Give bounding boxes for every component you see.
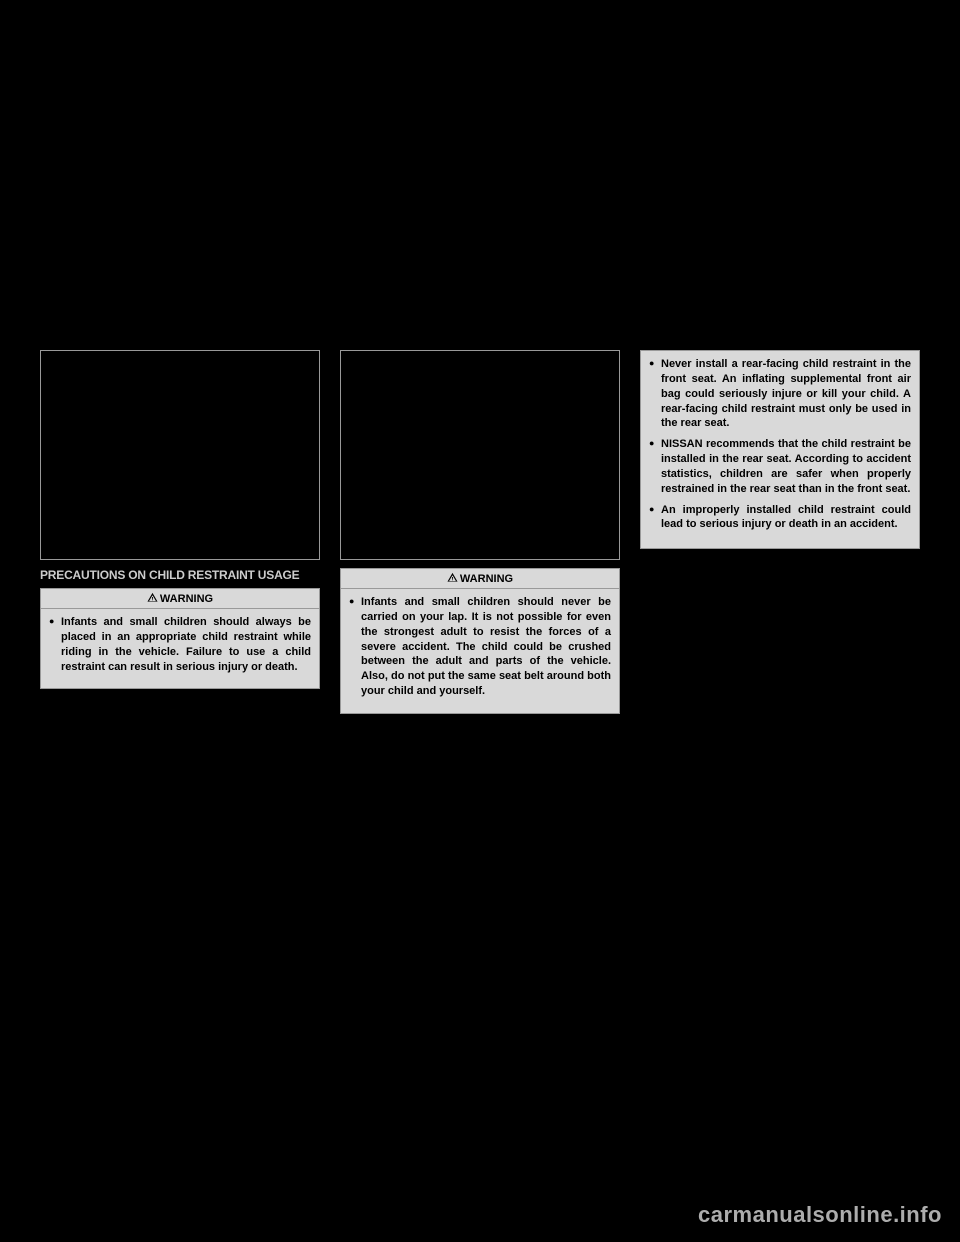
warning-box-2: WARNING Infants and small children shoul… [340, 568, 620, 714]
manual-page: PRECAUTIONS ON CHILD RESTRAINT USAGE WAR… [40, 350, 920, 714]
illustration-placeholder-1 [40, 350, 320, 560]
warning-body-2: Infants and small children should never … [341, 589, 619, 713]
column-2: WARNING Infants and small children shoul… [340, 350, 620, 714]
warning-body-1: Infants and small children should always… [41, 609, 319, 688]
warning-label: WARNING [460, 573, 513, 585]
watermark-text: carmanualsonline.info [698, 1202, 942, 1228]
warning-box-1: WARNING Infants and small children shoul… [40, 588, 320, 689]
warning-icon [147, 592, 158, 603]
warning-item: NISSAN recommends that the child restrai… [649, 437, 911, 496]
warning-item: Infants and small children should never … [349, 595, 611, 699]
warning-label: WARNING [160, 593, 213, 605]
warning-header-1: WARNING [41, 589, 319, 609]
warning-icon [447, 572, 458, 583]
column-3: Never install a rear-facing child restra… [640, 350, 920, 549]
warning-box-3: Never install a rear-facing child restra… [640, 350, 920, 549]
warning-item: Infants and small children should always… [49, 615, 311, 674]
warning-header-2: WARNING [341, 569, 619, 589]
warning-item: An improperly installed child restraint … [649, 503, 911, 533]
illustration-placeholder-2 [340, 350, 620, 560]
section-heading: PRECAUTIONS ON CHILD RESTRAINT USAGE [40, 568, 320, 582]
column-1: PRECAUTIONS ON CHILD RESTRAINT USAGE WAR… [40, 350, 320, 689]
warning-item: Never install a rear-facing child restra… [649, 357, 911, 431]
